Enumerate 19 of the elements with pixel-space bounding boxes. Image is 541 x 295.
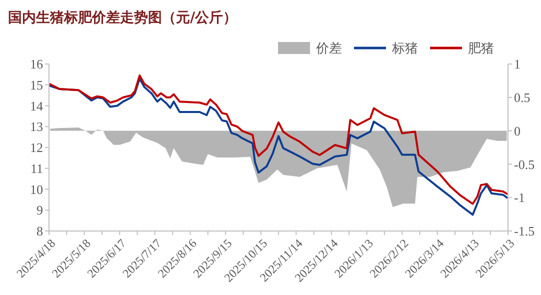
y2-tick-label: -1 (514, 190, 525, 206)
y2-tick-label: 0 (514, 123, 520, 138)
y-tick-label: 11 (30, 160, 43, 176)
legend-label: 肥猪 (468, 40, 494, 56)
chart-title: 国内生猪标肥价差走势图（元/公斤） (8, 9, 238, 26)
y2-tick-label: -1.5 (514, 224, 535, 239)
legend-label: 标猪 (391, 40, 418, 56)
y2-tick-label: 0.5 (514, 90, 530, 105)
y-tick-label: 8 (36, 224, 43, 239)
y-tick-label: 12 (30, 140, 43, 156)
y2-tick-label: -0.5 (514, 156, 535, 172)
y2-tick-label: 1 (514, 56, 520, 72)
y-tick-label: 15 (30, 77, 43, 92)
legend-label: 价差 (315, 40, 342, 56)
y-tick-label: 14 (30, 98, 44, 114)
y-tick-label: 13 (30, 119, 43, 134)
y-tick-label: 10 (30, 182, 43, 197)
y-tick-label: 16 (30, 56, 44, 72)
y-tick-label: 9 (36, 202, 43, 218)
